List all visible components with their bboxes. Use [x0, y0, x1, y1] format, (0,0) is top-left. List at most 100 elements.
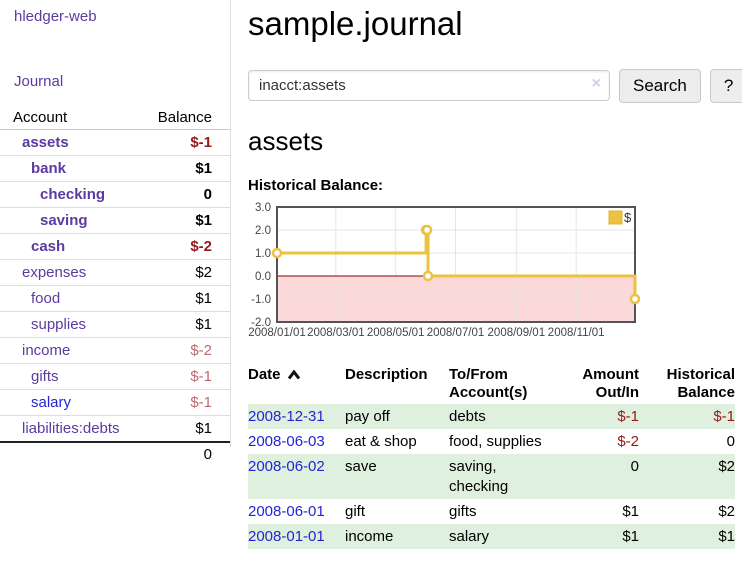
account-link[interactable]: saving	[40, 212, 88, 229]
accounts-table: Account Balance assets $-1 bank $1 checking 0…	[0, 106, 230, 466]
register-accounts: food, supplies	[449, 432, 542, 450]
account-link[interactable]: expenses	[22, 264, 87, 281]
chart-plot-border	[276, 206, 636, 323]
account-name-cell: saving	[0, 208, 143, 234]
chart-data-point-marker	[271, 247, 283, 259]
account-link[interactable]: cash	[31, 238, 66, 255]
account-row: supplies $1	[0, 312, 230, 338]
accounts-total-value: 0	[0, 441, 230, 466]
chart-title: Historical Balance:	[248, 177, 384, 194]
sidebar-item-journal[interactable]: Journal	[14, 73, 64, 90]
account-link[interactable]: supplies	[31, 316, 87, 333]
register-accounts: gifts	[449, 502, 477, 520]
register-description: save	[345, 457, 377, 475]
search-form: × Search ?	[248, 69, 742, 103]
register-date-link[interactable]: 2008-12-31	[248, 407, 325, 425]
register-date-link[interactable]: 2008-06-03	[248, 432, 325, 450]
account-balance: $1	[195, 316, 212, 333]
register-date-cell: 2008-01-01	[248, 524, 345, 549]
account-name-cell: food	[0, 286, 143, 312]
register-amount: $1	[622, 502, 639, 520]
account-row: liabilities:debts $1	[0, 416, 230, 443]
register-header-row: Date Description To/From Account(s) Amou…	[248, 364, 735, 404]
account-balance: $-2	[190, 342, 212, 359]
account-row: checking 0	[0, 182, 230, 208]
chart-y-tick-label: 1.0	[255, 248, 271, 260]
main-content: sample.journal × Search ? assets Histori…	[248, 0, 742, 549]
register-row: 2008-06-03 eat & shop food, supplies $-2 0	[248, 429, 735, 454]
register-balance: 0	[726, 432, 735, 450]
balance-chart: 2008/01/01 2008/03/01 2008/05/01 2008/07/01…	[248, 202, 640, 339]
register-balance: $2	[718, 502, 735, 520]
account-row: salary $-1	[0, 390, 230, 416]
register-header-accounts: To/From Account(s)	[449, 366, 528, 401]
account-link[interactable]: checking	[40, 186, 106, 203]
chart-y-tick-label: 0.0	[255, 271, 271, 283]
register-accounts: saving, checking	[449, 457, 509, 495]
register-description: income	[345, 527, 394, 545]
register-header-date[interactable]: Date	[248, 364, 345, 404]
sidebar: hledger-web Journal Account Balance asse…	[0, 0, 231, 466]
register-description: gift	[345, 502, 366, 520]
register-date-cell: 2008-06-03	[248, 429, 345, 454]
accounts-header-account: Account	[0, 106, 144, 130]
register-amount: $-1	[617, 407, 639, 425]
account-row: cash $-2	[0, 234, 230, 260]
account-row: food $1	[0, 286, 230, 312]
chart-data-point-marker	[422, 270, 434, 282]
chart-x-tick-label: 2008/11/01	[548, 327, 605, 339]
account-name-cell: liabilities:debts	[0, 416, 143, 443]
search-button[interactable]: Search	[619, 69, 701, 103]
account-row: bank $1	[0, 156, 230, 182]
register-accounts: salary	[449, 527, 490, 545]
register-date-link[interactable]: 2008-06-01	[248, 502, 325, 520]
account-link[interactable]: bank	[31, 160, 67, 177]
register-header-balance: Historical Balance	[666, 366, 735, 401]
search-input[interactable]	[248, 70, 610, 101]
register-description: pay off	[345, 407, 390, 425]
account-heading: assets	[248, 126, 324, 156]
account-balance: $-1	[190, 134, 212, 151]
account-link[interactable]: gifts	[31, 368, 59, 385]
chart-y-tick-label: -1.0	[251, 294, 271, 306]
register-amount: 0	[630, 457, 639, 475]
chart-x-tick-label: 2008/05/01	[367, 327, 425, 339]
account-row: expenses $2	[0, 260, 230, 286]
account-link[interactable]: assets	[22, 134, 69, 151]
clear-search-icon[interactable]: ×	[591, 75, 601, 92]
account-link[interactable]: liabilities:debts	[22, 420, 120, 437]
register-date-link[interactable]: 2008-01-01	[248, 527, 325, 545]
register-amount: $1	[622, 527, 639, 545]
account-balance: $1	[195, 420, 212, 437]
register-date-cell: 2008-06-02	[248, 454, 345, 499]
register-row: 2008-12-31 pay off debts $-1 $-1	[248, 404, 735, 429]
chart-y-tick-label: -2.0	[251, 317, 271, 329]
account-name-cell: checking	[0, 182, 143, 208]
account-row: gifts $-1	[0, 364, 230, 390]
account-link[interactable]: salary	[31, 394, 72, 411]
chart-y-tick-label: 3.0	[255, 202, 271, 214]
accounts-header-balance: Balance	[143, 106, 230, 130]
account-balance: 0	[203, 186, 212, 203]
register-table-body: 2008-12-31 pay off debts $-1 $-1 2008-06-03 ea…	[248, 404, 735, 549]
register-balance: $1	[718, 527, 735, 545]
register-table: Date Description To/From Account(s) Amou…	[248, 364, 735, 549]
chart-x-tick-label: 2008/01/01	[248, 327, 306, 339]
app-title-link[interactable]: hledger-web	[14, 8, 97, 25]
chart-data-point-marker	[421, 224, 433, 236]
register-date-cell: 2008-06-01	[248, 499, 345, 524]
help-button[interactable]: ?	[709, 69, 742, 103]
chart-data-point-marker	[629, 293, 640, 305]
account-link[interactable]: food	[31, 290, 61, 307]
account-balance: $1	[195, 290, 212, 307]
chart-legend-swatch	[608, 210, 623, 225]
account-balance: $1	[195, 160, 212, 177]
account-balance: $-2	[190, 238, 212, 255]
register-date-link[interactable]: 2008-06-02	[248, 457, 325, 475]
account-balance: $2	[195, 264, 212, 281]
account-row: assets $-1	[0, 130, 230, 156]
account-row: income $-2	[0, 338, 230, 364]
register-amount: $-2	[617, 432, 639, 450]
account-link[interactable]: income	[22, 342, 71, 359]
register-date-cell: 2008-12-31	[248, 404, 345, 429]
